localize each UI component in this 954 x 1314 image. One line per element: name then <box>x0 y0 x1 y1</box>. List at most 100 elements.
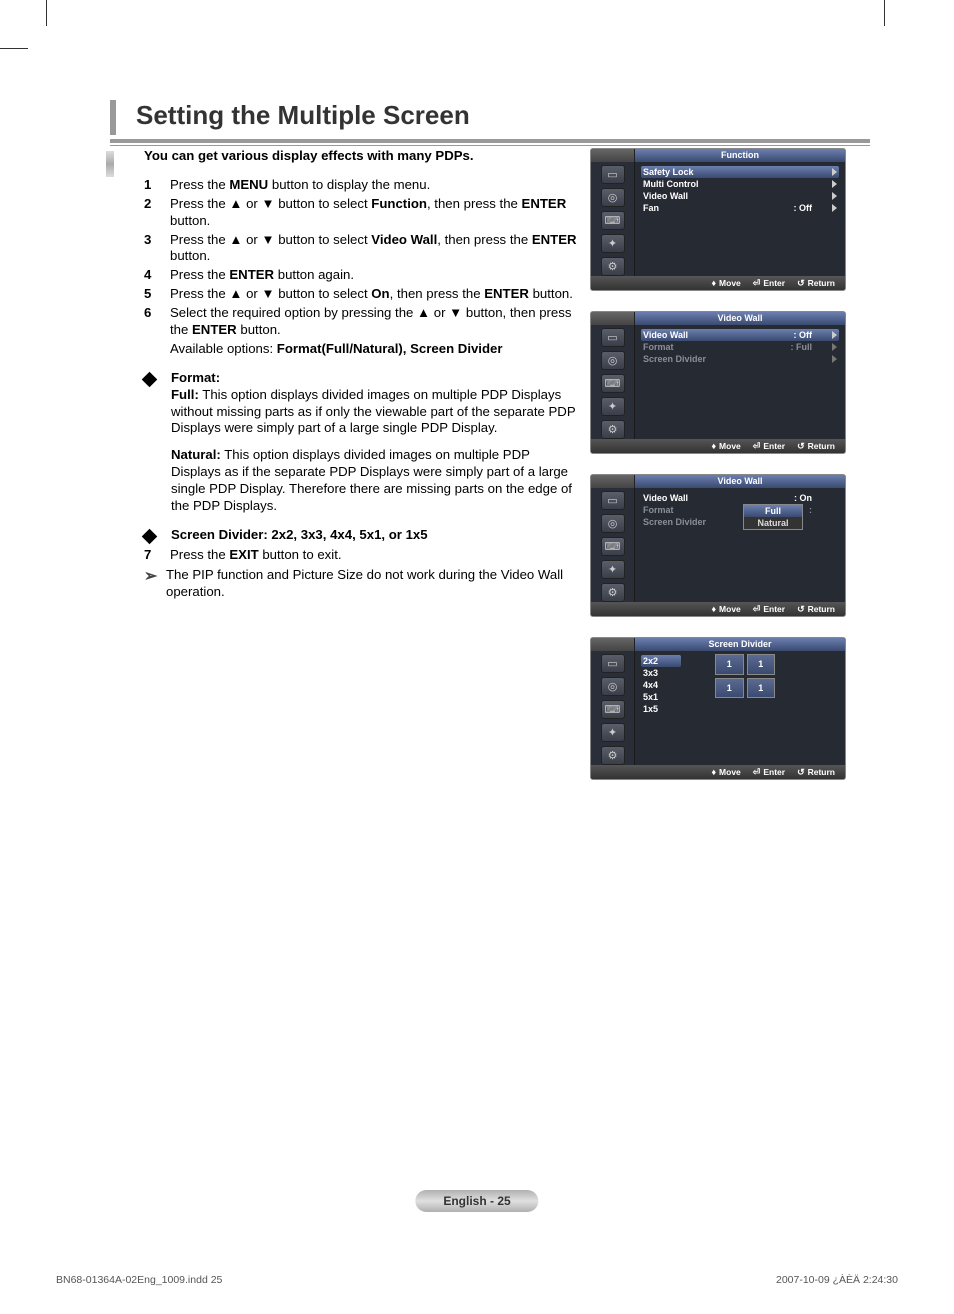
step: 1Press the MENU button to display the me… <box>144 177 580 194</box>
osd-sidebar-icon: ▭ <box>601 328 625 347</box>
osd-footer: ♦Move ⏎Enter ↺Return <box>591 602 845 616</box>
osd-menu-row: Video Wall <box>641 190 839 202</box>
osd-sidebar-icon: ◎ <box>601 677 625 696</box>
osd-sidebar: ▭ ◎ ⌨ ✦ ⚙ <box>591 162 635 276</box>
grid-cell: 1 <box>715 678 744 699</box>
osd-sidebar-icon: ▭ <box>601 654 625 673</box>
osd-menu-row: Safety Lock <box>641 166 839 178</box>
osd-hint-move: ♦Move <box>711 767 740 777</box>
osd-menu-row: Fan: Off <box>641 202 839 214</box>
osd-sidebar-icon: ⚙ <box>601 420 625 439</box>
osd-sidebar-icon: ✦ <box>601 723 625 742</box>
osd-main: Video Wall: OffFormat: FullScreen Divide… <box>635 325 845 439</box>
osd-sidebar-icon: ◎ <box>601 514 625 533</box>
osd-hint-enter: ⏎Enter <box>753 278 785 289</box>
step-text: Press the EXIT button to exit. <box>170 547 580 564</box>
osd-hint-move: ♦Move <box>711 604 740 614</box>
osd-hint-enter: ⏎Enter <box>753 767 785 778</box>
osd-video-wall-off: Video Wall ▭ ◎ ⌨ ✦ ⚙ Video Wall: OffFormat: F… <box>590 311 846 454</box>
divider-option: 3x3 <box>641 667 681 679</box>
osd-hint-return: ↺Return <box>797 604 835 615</box>
accent-bar <box>106 151 114 177</box>
osd-hint-move: ♦Move <box>711 278 740 288</box>
step-text: Press the ▲ or ▼ button to select Functi… <box>170 196 580 230</box>
osd-sidebar-icon: ⚙ <box>601 257 625 276</box>
osd-menu-row: Screen Divider <box>641 353 839 365</box>
intro-text: You can get various display effects with… <box>144 148 580 165</box>
step-number: 3 <box>144 232 170 266</box>
screen-divider-heading: Screen Divider: 2x2, 3x3, 4x4, 5x1, or 1… <box>171 527 428 542</box>
note-arrow-icon: ➢ <box>144 567 166 601</box>
dropdown-item: Full <box>744 505 802 517</box>
timestamp: 2007-10-09 ¿ÀÈÄ 2:24:30 <box>776 1274 898 1286</box>
osd-sidebar-icon: ⌨ <box>601 374 625 393</box>
osd-menu-row: Screen Divider <box>641 516 839 528</box>
divider-option: 4x4 <box>641 679 681 691</box>
dropdown-item: Natural <box>744 517 802 529</box>
submenu-arrow-icon <box>832 180 837 188</box>
osd-main: Safety LockMulti ControlVideo WallFan: O… <box>635 162 845 276</box>
instructions-column: You can get various display effects with… <box>110 148 580 600</box>
submenu-arrow-icon <box>832 168 837 176</box>
format-dropdown: FullNatural <box>743 504 803 530</box>
page-number-badge: English - 25 <box>415 1190 538 1212</box>
osd-screen-divider: Screen Divider ▭◎⌨✦⚙2x23x34x45x11x51111 … <box>590 637 846 780</box>
step-text: Press the ▲ or ▼ button to select Video … <box>170 232 580 266</box>
osd-sidebar-icon: ⌨ <box>601 537 625 556</box>
pip-note: The PIP function and Picture Size do not… <box>166 567 580 601</box>
osd-sidebar-icon: ◎ <box>601 188 625 207</box>
osd-menu-row: Video Wall: On <box>641 492 839 504</box>
page-title: Setting the Multiple Screen <box>136 100 880 135</box>
osd-sidebar: ▭ ◎ ⌨ ✦ ⚙ <box>591 325 635 439</box>
osd-hint-enter: ⏎Enter <box>753 441 785 452</box>
step-text: Press the ENTER button again. <box>170 267 580 284</box>
osd-function-menu: Function ▭ ◎ ⌨ ✦ ⚙ Safety LockMulti ControlVi… <box>590 148 846 291</box>
osd-sidebar-icon: ◎ <box>601 351 625 370</box>
step-text: Press the ▲ or ▼ button to select On, th… <box>170 286 580 303</box>
submenu-arrow-icon <box>832 343 837 351</box>
step-number: 4 <box>144 267 170 284</box>
osd-sidebar-icon: ✦ <box>601 560 625 579</box>
osd-sidebar: ▭◎⌨✦⚙ <box>591 488 635 602</box>
step-number: 2 <box>144 196 170 230</box>
osd-main: Video Wall: OnFormat:Screen DividerFullN… <box>635 488 845 602</box>
submenu-arrow-icon <box>832 204 837 212</box>
step: 4Press the ENTER button again. <box>144 267 580 284</box>
step: 3Press the ▲ or ▼ button to select Video… <box>144 232 580 266</box>
submenu-arrow-icon <box>832 355 837 363</box>
step-text: Select the required option by pressing t… <box>170 305 580 358</box>
osd-video-wall-format: Video Wall ▭◎⌨✦⚙Video Wall: OnFormat:Scr… <box>590 474 846 617</box>
osd-hint-return: ↺Return <box>797 441 835 452</box>
osd-footer: ♦Move ⏎Enter ↺Return <box>591 439 845 453</box>
divider-option: 5x1 <box>641 691 681 703</box>
step-number: 6 <box>144 305 170 358</box>
step: 2Press the ▲ or ▼ button to select Funct… <box>144 196 580 230</box>
osd-sidebar: ▭◎⌨✦⚙ <box>591 651 635 765</box>
osd-menu-row: Format: <box>641 504 839 516</box>
diamond-bullet-icon <box>142 372 158 388</box>
grid-cell: 1 <box>715 654 744 675</box>
osd-sidebar-icon: ⌨ <box>601 211 625 230</box>
osd-menu-row: Video Wall: Off <box>641 329 839 341</box>
osd-title: Function <box>635 149 845 162</box>
osd-sidebar-icon: ▭ <box>601 491 625 510</box>
step-number: 7 <box>144 547 170 564</box>
divider-option: 1x5 <box>641 703 681 715</box>
osd-sidebar-icon: ▭ <box>601 165 625 184</box>
osd-sidebar-icon: ✦ <box>601 234 625 253</box>
osd-title: Video Wall <box>635 312 845 325</box>
osd-sidebar-icon: ✦ <box>601 397 625 416</box>
grid-cell: 1 <box>747 654 776 675</box>
osd-sidebar-icon: ⌨ <box>601 700 625 719</box>
osd-hint-return: ↺Return <box>797 767 835 778</box>
step: 6Select the required option by pressing … <box>144 305 580 358</box>
step-text: Press the MENU button to display the men… <box>170 177 580 194</box>
step: 5Press the ▲ or ▼ button to select On, t… <box>144 286 580 303</box>
file-name: BN68-01364A-02Eng_1009.indd 25 <box>56 1274 222 1286</box>
submenu-arrow-icon <box>832 192 837 200</box>
divider-preview-grid: 1111 <box>715 654 775 698</box>
osd-hint-return: ↺Return <box>797 278 835 289</box>
format-natural-desc: Natural: This option displays divided im… <box>171 447 580 515</box>
osd-title: Video Wall <box>635 475 845 488</box>
osd-footer: ♦Move ⏎Enter ↺Return <box>591 276 845 290</box>
